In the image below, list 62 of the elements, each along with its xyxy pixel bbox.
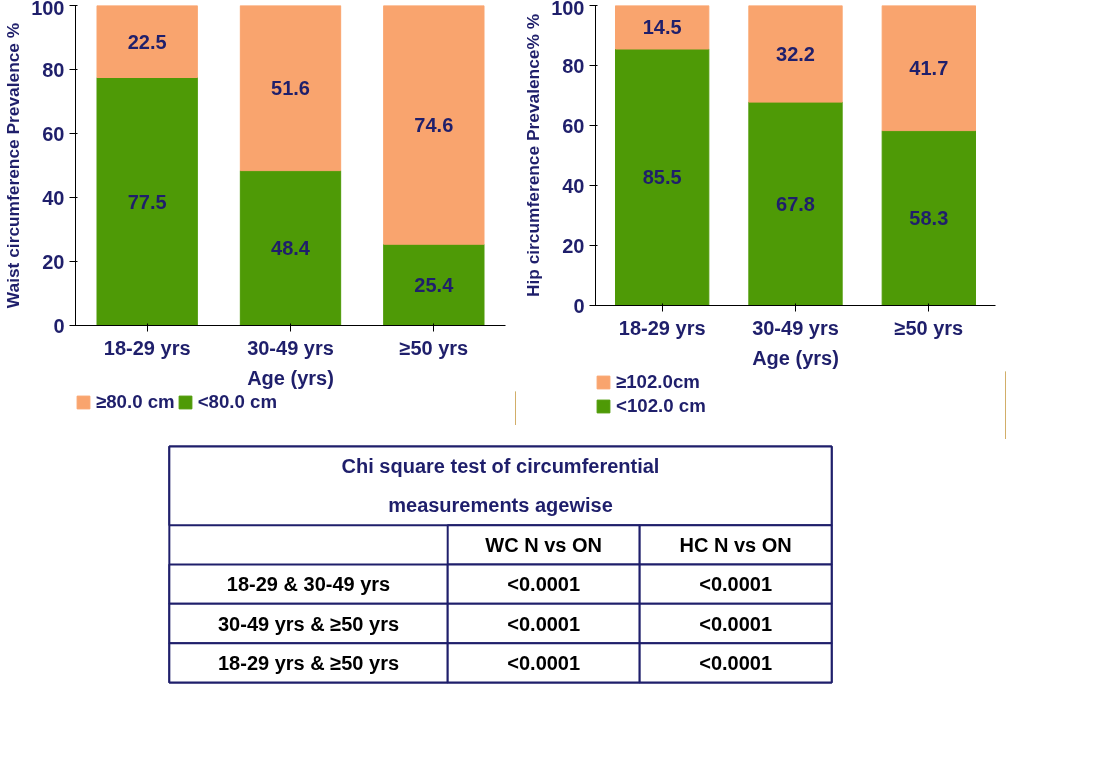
bar: [615, 5, 710, 50]
y-tick-label: 0: [573, 294, 585, 317]
x-tick-label: ≥50 yrs: [894, 316, 964, 339]
data-label: 32.2: [776, 42, 815, 65]
data-label: 58.3: [909, 207, 949, 230]
bar: [96, 5, 198, 78]
y-tick-label: 0: [53, 314, 65, 337]
bar: [748, 101, 843, 306]
text: <0.0001: [699, 612, 773, 635]
category-label: HC N vs ON: [679, 533, 792, 556]
legend-label: ≥102.0cm: [616, 371, 700, 393]
category-label: WC N vs ON: [485, 533, 603, 556]
y-tick-label: 60: [42, 122, 65, 145]
y-axis-title: Hip circumference Prevalence% %: [523, 13, 544, 298]
data-label: 25.4: [414, 273, 455, 296]
data-label: 22.5: [127, 30, 167, 53]
bar: [881, 5, 976, 132]
legend-label: <80.0 cm: [197, 391, 278, 413]
y-tick-label: 40: [562, 174, 585, 197]
category-label: 30-49 yrs & ≥50 yrs: [217, 612, 400, 635]
data-label: 85.5: [642, 166, 682, 189]
x-tick-label: 18-29 yrs: [103, 336, 191, 359]
y-tick-label: 60: [562, 114, 585, 137]
y-tick-label: 100: [31, 0, 65, 19]
x-axis-title: Age (yrs): [752, 346, 839, 369]
text: Chi square test of circumferential measurements agewise: [341, 455, 660, 517]
bar: [748, 5, 843, 103]
y-axis-title: Waist circumference Prevalence %: [3, 22, 24, 309]
text: <0.0001: [699, 651, 773, 674]
y-tick-label: 20: [562, 234, 585, 257]
y-tick-label: 80: [562, 54, 585, 77]
data-label: 51.6: [271, 77, 310, 100]
data-label: 74.6: [414, 113, 454, 136]
data-label: 48.4: [271, 237, 311, 260]
data-label: 67.8: [776, 192, 815, 215]
x-tick-label: ≥50 yrs: [399, 336, 469, 359]
y-tick-label: 20: [42, 250, 65, 273]
x-axis-title: Age (yrs): [247, 366, 334, 389]
bar: [383, 243, 485, 326]
bar: [239, 170, 342, 326]
x-tick-label: 30-49 yrs: [247, 336, 334, 359]
legend-label: ≥80.0 cm: [96, 391, 175, 413]
category-label: 18-29 & 30-49 yrs: [226, 573, 391, 596]
y-tick-label: 80: [42, 58, 65, 81]
text: <0.0001: [507, 651, 581, 674]
x-tick-label: 18-29 yrs: [618, 316, 706, 339]
bar: [239, 5, 342, 172]
bar: [96, 77, 198, 326]
x-tick-label: 30-49 yrs: [752, 316, 839, 339]
data-label: 41.7: [909, 57, 949, 80]
data-label: 77.5: [127, 190, 167, 213]
text: <0.0001: [507, 573, 581, 596]
y-tick-label: 100: [551, 0, 585, 19]
bar: [881, 130, 976, 306]
legend-label: <102.0 cm: [616, 395, 706, 417]
bar: [383, 5, 485, 245]
bar: [615, 48, 710, 306]
data-label: 14.5: [642, 16, 682, 39]
text: <0.0001: [699, 573, 773, 596]
y-tick-label: 40: [42, 186, 65, 209]
category-label: 18-29 yrs & ≥50 yrs: [217, 651, 400, 674]
text: <0.0001: [507, 612, 581, 635]
